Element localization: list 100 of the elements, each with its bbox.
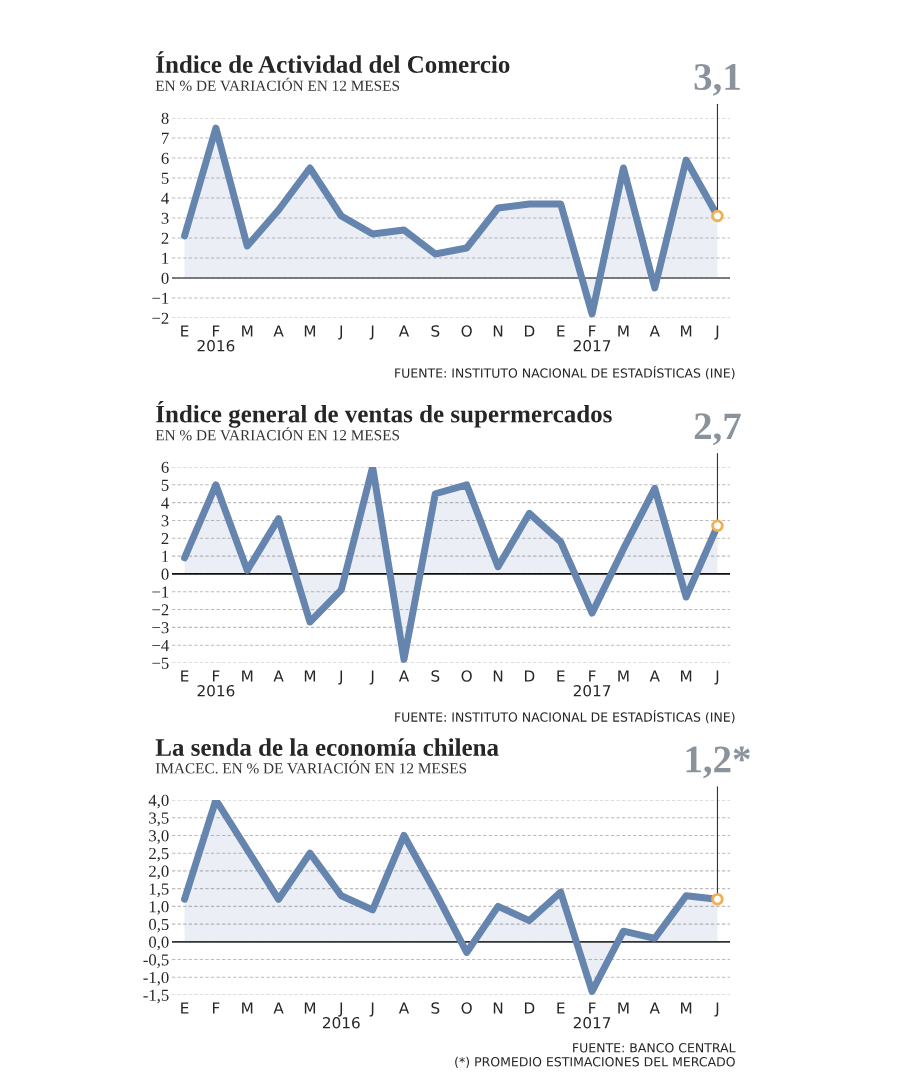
x-tick-label: M [618,325,629,337]
y-tick-label: 4 [161,192,169,204]
x-tick-label: F 2017 [573,670,611,697]
x-tick-label: E [557,670,565,682]
x-tick-label: D [524,325,535,337]
x-tick-label: S [431,670,440,682]
y-tick-label: −3 [152,622,169,634]
y-tick-label: 3,5 [149,812,169,827]
chart-title: Índice de Actividad del Comercio [156,51,510,73]
y-tick-label: 6 [161,461,169,473]
y-tick-label: 2,0 [149,865,169,880]
chart-subtitle: IMACEC. EN % DE VARIACIÓN EN 12 MESES [155,760,467,774]
y-tick-label: 2 [161,232,169,244]
x-tick-label: E [181,1002,189,1014]
y-tick-label: 5 [161,172,169,184]
y-tick-label: 2,5 [149,847,169,862]
x-tick-label: F 2017 [573,325,611,352]
y-tick-label: 0 [161,568,169,580]
y-tick-label: 3 [161,212,169,224]
x-tick-label: N [493,670,503,682]
x-tick-label: S [431,325,440,337]
y-tick-label: 2 [161,533,169,545]
y-tick-label: 5 [161,479,169,491]
x-tick-label: S [431,1002,440,1014]
x-tick-label: M [304,670,316,682]
x-tick-label: A [649,325,660,337]
x-tick-label: F [212,1002,220,1014]
y-tick-label: 1,0 [149,901,169,915]
x-tick-label: M [618,670,629,682]
x-tick-label: M [242,670,253,682]
x-tick-label: J [714,670,719,685]
x-tick-label: F 2016 [197,325,235,352]
x-tick-label: F 2017 [573,1002,611,1029]
y-tick-label: −1 [152,292,169,304]
annotation: 1,2* [686,746,750,779]
x-tick-label: O [461,1002,472,1014]
x-tick-label: J [714,325,719,340]
x-tick-label: A [398,325,410,337]
x-tick-label: A [273,1002,284,1014]
y-tick-label: 1 [162,550,169,562]
x-tick-label: J [369,1002,374,1017]
x-tick-label: M [681,1002,692,1014]
x-tick-label: J [369,670,374,685]
x-tick-label: A [398,1002,410,1014]
y-tick-label: 1,5 [149,883,169,897]
x-tick-label: A [649,670,660,682]
x-tick-label: E [181,670,189,682]
x-tick-label: A [273,325,284,337]
x-tick-label: M [681,325,692,337]
y-tick-label: −4 [152,639,169,651]
y-tick-label: 3,0 [149,830,169,844]
x-tick-label: A [273,670,284,682]
x-tick-label: E [557,325,565,337]
y-tick-label: 4 [161,497,169,509]
x-tick-label: J [338,325,343,340]
x-tick-label: O [461,325,472,337]
y-tick-label: 0,5 [149,918,169,933]
y-tick-label: -1,5 [143,989,169,1004]
x-tick-label: E [181,325,189,337]
y-tick-label: 7 [161,132,169,144]
x-tick-label: M [304,325,316,337]
x-tick-label: N [493,325,503,337]
x-tick-label: D [524,1002,535,1014]
chart-subtitle: EN % DE VARIACIÓN EN 12 MESES [155,77,400,91]
x-tick-label: M [242,1002,253,1014]
annotation: 3,1 [694,63,740,96]
y-tick-label: 6 [161,152,169,164]
source-note: FUENTE: INSTITUTO NACIONAL DE ESTADÍSTICAS (INE) [395,366,735,380]
y-tick-label: -1,0 [143,971,169,986]
y-tick-label: 4,0 [148,794,169,809]
y-tick-label: −2 [152,312,169,324]
x-tick-label: J [338,670,343,685]
y-tick-label: -0,5 [143,954,169,968]
chart-title: Índice general de ventas de supermercados [156,400,612,428]
x-tick-label: J 2016 [322,1002,360,1029]
x-tick-label: J [369,325,374,340]
y-tick-label: −1 [152,586,169,598]
y-tick-label: 8 [161,112,169,124]
x-tick-label: M [681,670,692,682]
x-tick-label: D [524,670,535,682]
x-tick-label: F 2016 [197,670,235,697]
source-note: FUENTE: INSTITUTO NACIONAL DE ESTADÍSTICAS (INE) [395,710,735,724]
x-tick-label: A [649,1002,660,1014]
x-tick-label: M [304,1002,316,1014]
source-note: FUENTE: BANCO CENTRAL (*) PROMEDIO ESTIMACIONES DEL MERCADO [455,1043,736,1068]
chart-subtitle: EN % DE VARIACIÓN EN 12 MESES [155,427,400,441]
y-tick-label: −2 [152,604,169,616]
y-tick-label: 1 [162,252,169,264]
x-tick-label: O [461,670,472,682]
y-tick-label: −5 [152,657,169,669]
x-tick-label: M [618,1002,629,1014]
x-tick-label: N [493,1002,503,1014]
y-tick-label: 0 [161,272,169,284]
x-tick-label: E [557,1002,565,1014]
y-tick-label: 0,0 [149,936,169,951]
x-tick-label: J [714,1002,719,1017]
y-tick-label: 3 [161,515,169,527]
chart-title: La senda de la economía chilena [155,738,499,756]
x-tick-label: M [242,325,253,337]
annotation: 2,7 [694,413,741,446]
